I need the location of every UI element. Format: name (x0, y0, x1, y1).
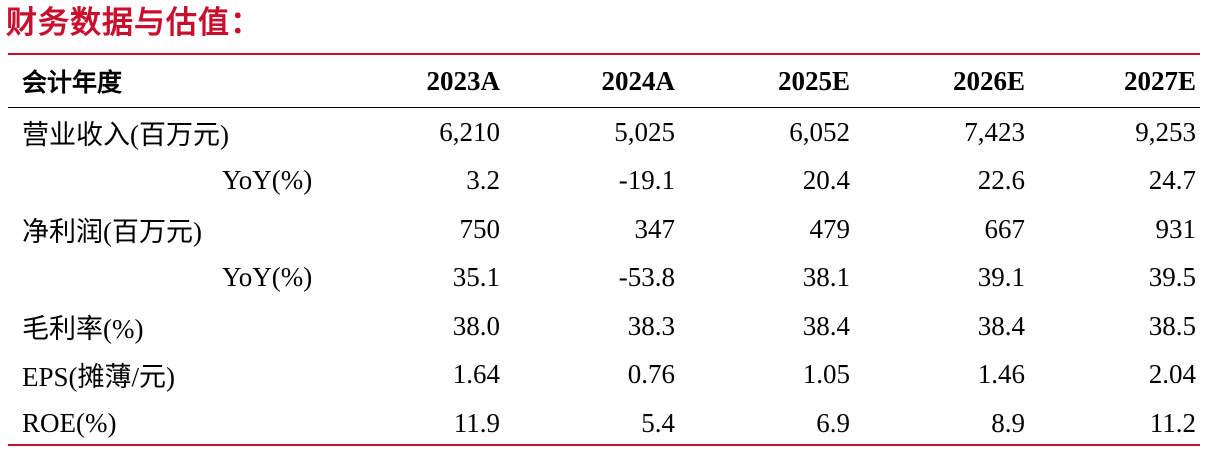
row-label: EPS(摊薄/元) (22, 362, 176, 393)
table-cell: 7,423 (964, 116, 1025, 147)
column-header: 2026E (850, 55, 1025, 108)
table-cell: 347 (634, 213, 676, 244)
table-cell: 6.9 (816, 407, 850, 438)
table-cell: 6,210 (439, 116, 500, 147)
table-cell: 35.1 (452, 262, 500, 293)
table-cell: 39.1 (977, 262, 1025, 293)
table-cell: 479 (809, 213, 851, 244)
table-cell: -53.8 (618, 262, 675, 293)
section-title: 财务数据与估值： (6, 5, 262, 41)
row-label: 营业收入(百万元) (22, 119, 229, 150)
table-cell: 667 (984, 213, 1026, 244)
top-rule (8, 53, 1200, 55)
table-cell: 1.46 (977, 359, 1025, 390)
row-label: YoY(%) (222, 262, 313, 293)
table-cell: 8.9 (991, 407, 1025, 438)
table-cell: 931 (1155, 213, 1197, 244)
table-cell: 0.76 (627, 359, 675, 390)
table-cell: 38.4 (802, 310, 850, 341)
table-row: 毛利率(%) 38.0 38.3 38.4 38.4 38.5 (8, 302, 1200, 351)
header-row: 会计年度 2023A 2024A 2025E 2026E 2027E (8, 55, 1200, 108)
table-row: YoY(%) 3.2 -19.1 20.4 22.6 24.7 (8, 157, 1200, 206)
table-cell: 24.7 (1148, 165, 1196, 196)
table-cell: 6,052 (789, 116, 850, 147)
table-cell: 38.3 (627, 310, 675, 341)
table-row: 营业收入(百万元) 6,210 5,025 6,052 7,423 9,253 (8, 108, 1200, 157)
table-cell: 3.2 (466, 165, 500, 196)
table-cell: 11.2 (1149, 407, 1196, 438)
table-row: YoY(%) 35.1 -53.8 38.1 39.1 39.5 (8, 254, 1200, 303)
table-row: ROE(%) 11.9 5.4 6.9 8.9 11.2 (8, 399, 1200, 448)
table-cell: 22.6 (977, 165, 1025, 196)
table-cell: 11.9 (453, 407, 500, 438)
table-cell: 39.5 (1148, 262, 1196, 293)
table-cell: 38.5 (1148, 310, 1196, 341)
table-cell: 38.4 (977, 310, 1025, 341)
bottom-rule (8, 444, 1200, 446)
table-cell: 20.4 (802, 165, 850, 196)
column-header: 2024A (500, 55, 675, 108)
table-cell: -19.1 (618, 165, 675, 196)
row-label: 净利润(百万元) (22, 216, 202, 247)
row-label: YoY(%) (222, 165, 313, 196)
row-label: ROE(%) (22, 407, 117, 438)
table-body: 营业收入(百万元) 6,210 5,025 6,052 7,423 9,253 YoY(%)… (8, 108, 1200, 448)
column-header: 2025E (675, 55, 850, 108)
table-cell: 9,253 (1135, 116, 1196, 147)
table-row: 净利润(百万元) 750 347 479 667 931 (8, 205, 1200, 254)
row-header-label: 会计年度 (8, 55, 325, 108)
column-header: 2027E (1025, 55, 1200, 108)
table-cell: 1.64 (452, 359, 500, 390)
row-label: 毛利率(%) (22, 313, 144, 344)
table-cell: 2.04 (1148, 359, 1196, 390)
table-cell: 750 (459, 213, 501, 244)
table-cell: 1.05 (802, 359, 850, 390)
table-cell: 5,025 (614, 116, 675, 147)
table-row: EPS(摊薄/元) 1.64 0.76 1.05 1.46 2.04 (8, 351, 1200, 400)
table-cell: 38.1 (802, 262, 850, 293)
column-header: 2023A (325, 55, 500, 108)
table-cell: 5.4 (641, 407, 675, 438)
table-head: 会计年度 2023A 2024A 2025E 2026E 2027E (8, 55, 1200, 108)
financial-table: 会计年度 2023A 2024A 2025E 2026E 2027E 营业收入(百万元) 6… (8, 55, 1200, 448)
table-cell: 38.0 (452, 310, 500, 341)
